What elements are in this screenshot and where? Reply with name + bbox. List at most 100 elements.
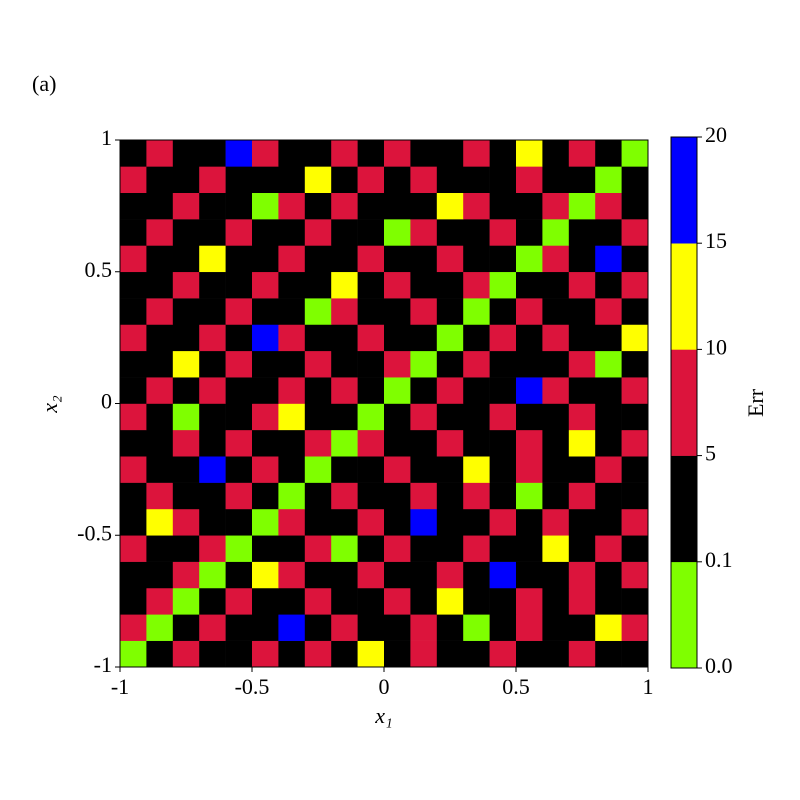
heatmap-cell xyxy=(436,561,464,589)
heatmap-cell xyxy=(621,324,649,352)
heatmap-cell xyxy=(410,587,438,615)
heatmap-cell xyxy=(568,350,596,378)
heatmap-cell xyxy=(120,166,147,193)
heatmap-cell xyxy=(199,403,226,431)
heatmap-cell xyxy=(331,140,358,167)
heatmap-cell xyxy=(172,140,200,167)
heatmap-cell xyxy=(410,140,438,167)
heatmap-cell xyxy=(621,640,649,668)
heatmap-cell xyxy=(621,403,649,431)
heatmap-cell xyxy=(120,377,147,404)
heatmap-cell xyxy=(331,482,358,510)
heatmap-cell xyxy=(436,140,464,167)
heatmap-cell xyxy=(436,166,464,193)
heatmap-cell xyxy=(516,508,543,536)
heatmap-cell xyxy=(463,166,490,193)
heatmap-cell xyxy=(621,508,649,536)
heatmap-cell xyxy=(410,403,438,431)
heatmap-cell xyxy=(463,429,490,457)
colorbar-frame xyxy=(670,136,698,669)
heatmap-cell xyxy=(595,140,622,167)
heatmap-cell xyxy=(621,614,649,641)
heatmap-cell xyxy=(252,456,279,483)
heatmap-cell xyxy=(568,192,596,220)
heatmap-cell xyxy=(357,429,385,457)
heatmap-cell xyxy=(542,403,570,431)
heatmap-cell xyxy=(172,403,200,431)
heatmap-cell xyxy=(436,456,464,483)
heatmap-cell xyxy=(542,587,570,615)
heatmap-cell xyxy=(331,640,358,668)
heatmap-cell xyxy=(199,140,226,167)
heatmap-cell xyxy=(568,298,596,325)
heatmap-cell xyxy=(278,350,306,378)
y-tick-label: -0.5 xyxy=(77,520,112,545)
heatmap-cell xyxy=(120,429,147,457)
heatmap-cell xyxy=(199,219,226,246)
heatmap-cell xyxy=(410,192,438,220)
heatmap-cell xyxy=(595,324,622,352)
heatmap-cell xyxy=(595,508,622,536)
heatmap-cell xyxy=(225,298,253,325)
heatmap-cell xyxy=(489,245,517,273)
heatmap-cell xyxy=(384,140,411,167)
heatmap-cell xyxy=(120,535,147,562)
heatmap-cell xyxy=(304,377,332,404)
heatmap-cell xyxy=(146,482,174,510)
heatmap-cell xyxy=(199,614,226,641)
heatmap-cell xyxy=(489,166,517,193)
heatmap-cell xyxy=(172,561,200,589)
heatmap-cell xyxy=(595,377,622,404)
heatmap-cell xyxy=(463,377,490,404)
heatmap-cell xyxy=(568,429,596,457)
heatmap-cell xyxy=(489,535,517,562)
heatmap-cell xyxy=(595,482,622,510)
colorbar-segment xyxy=(671,349,697,456)
heatmap-cell xyxy=(120,219,147,246)
heatmap-cell xyxy=(410,166,438,193)
heatmap-cell xyxy=(410,614,438,641)
heatmap-cell xyxy=(199,245,226,273)
heatmap-cell xyxy=(252,377,279,404)
heatmap-cell xyxy=(595,403,622,431)
heatmap-cell xyxy=(304,640,332,668)
heatmap-cell xyxy=(568,587,596,615)
heatmap-cell xyxy=(621,535,649,562)
heatmap-cell xyxy=(568,271,596,299)
heatmap-cell xyxy=(489,561,517,589)
heatmap-cell xyxy=(516,192,543,220)
heatmap-cell xyxy=(384,219,411,246)
heatmap-cell xyxy=(410,350,438,378)
heatmap-cell xyxy=(516,298,543,325)
heatmap-cell xyxy=(120,403,147,431)
heatmap-cell xyxy=(357,535,385,562)
colorbar-segment xyxy=(671,455,697,563)
heatmap-cell xyxy=(436,298,464,325)
heatmap-cell xyxy=(463,561,490,589)
heatmap-cell xyxy=(542,271,570,299)
heatmap-cell xyxy=(621,166,649,193)
heatmap-cell xyxy=(384,271,411,299)
heatmap-cell xyxy=(384,166,411,193)
heatmap-cell xyxy=(304,324,332,352)
heatmap-cell xyxy=(410,508,438,536)
heatmap-cell xyxy=(252,350,279,378)
heatmap-cell xyxy=(384,614,411,641)
heatmap-cell xyxy=(357,324,385,352)
heatmap-cell xyxy=(384,587,411,615)
heatmap-cell xyxy=(172,482,200,510)
heatmap-cell xyxy=(172,508,200,536)
heatmap-cell xyxy=(172,192,200,220)
heatmap-cell xyxy=(357,140,385,167)
heatmap-cell xyxy=(542,140,570,167)
heatmap-cell xyxy=(384,245,411,273)
heatmap-cell xyxy=(436,245,464,273)
heatmap-cell xyxy=(436,192,464,220)
heatmap-cell xyxy=(331,377,358,404)
heatmap-cell xyxy=(199,429,226,457)
heatmap-cell xyxy=(120,140,147,167)
heatmap-cell xyxy=(384,377,411,404)
heatmap-cell xyxy=(489,192,517,220)
heatmap-cell xyxy=(463,508,490,536)
y-tick-label: 0.5 xyxy=(85,257,113,282)
